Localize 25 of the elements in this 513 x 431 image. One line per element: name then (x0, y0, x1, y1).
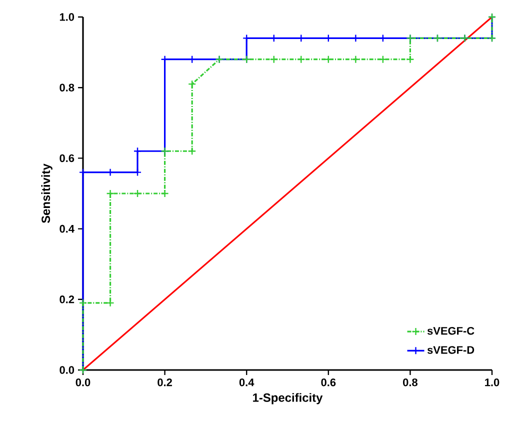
x-tick-label: 0.8 (403, 378, 418, 386)
y-tick-label: 0.6 (60, 154, 74, 162)
point (352, 55, 360, 64)
x-tick-label: 0.4 (239, 378, 254, 386)
point (133, 189, 142, 198)
point (188, 147, 196, 156)
x-tick-label: 0.6 (321, 378, 336, 386)
point (160, 189, 169, 198)
x-tick-label: 0.0 (76, 378, 90, 386)
y-tick-label: 1.0 (60, 13, 74, 21)
point (78, 298, 88, 308)
point (133, 147, 142, 156)
legend-label: sVEGF-D (427, 346, 474, 354)
y-tick-label: 0.8 (60, 84, 74, 92)
y-tick-label: 0.2 (60, 296, 74, 304)
point (406, 55, 414, 64)
x-axis-title: 1-Specificity (253, 393, 323, 404)
point (297, 55, 306, 64)
y-tick-label: 0.0 (60, 366, 74, 374)
y-axis-title: Sensitivity (41, 164, 52, 224)
x-tick-label: 1.0 (485, 378, 500, 386)
point (188, 80, 196, 88)
x-tick-label: 0.2 (158, 378, 172, 386)
y-tick-label: 0.4 (60, 224, 74, 233)
legend-label: sVEGF-C (427, 326, 474, 335)
